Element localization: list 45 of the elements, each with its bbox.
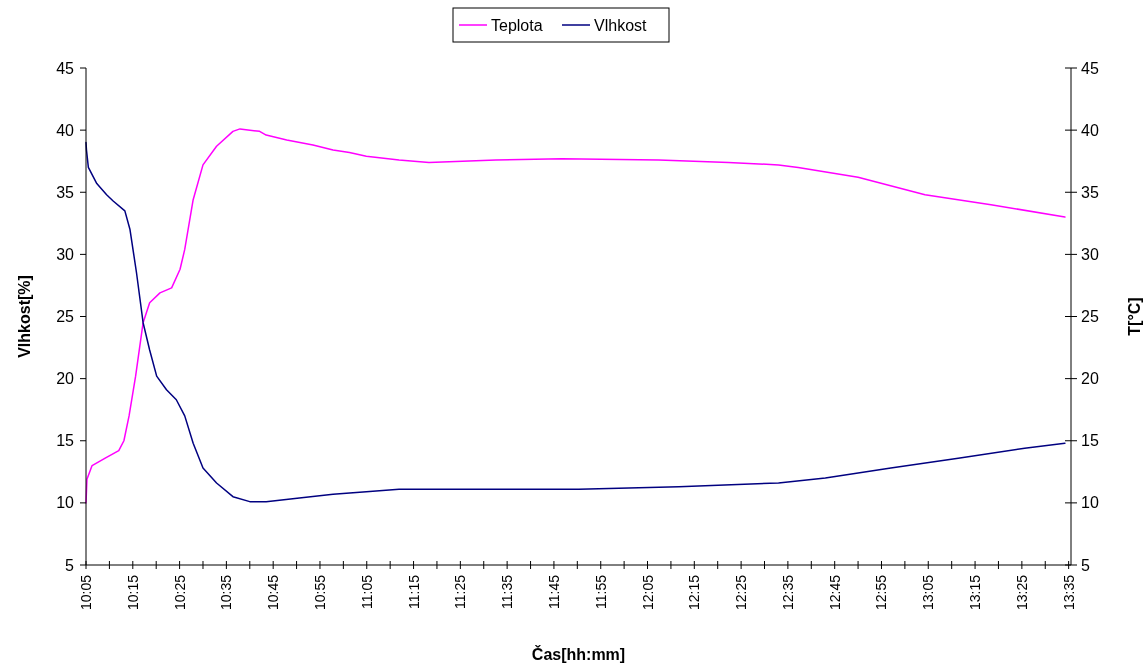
x-tick-label: 13:35 <box>1060 574 1077 611</box>
x-axis-title: Čas[hh:mm] <box>531 645 626 663</box>
y-tick-label: 35 <box>56 183 75 201</box>
y-tick-label: 30 <box>56 245 75 263</box>
x-tick-label: 13:05 <box>920 574 937 611</box>
y-tick-label: 10 <box>56 494 75 512</box>
y2-tick-label: 45 <box>1081 59 1099 77</box>
x-tick-label: 12:35 <box>779 574 796 611</box>
x-tick-label: 12:15 <box>686 574 703 611</box>
x-tick-label: 10:15 <box>124 574 141 611</box>
x-tick-label: 10:45 <box>265 574 282 611</box>
y-tick-label: 45 <box>56 59 75 77</box>
x-tick-label: 12:05 <box>639 574 656 611</box>
y-tick-label: 20 <box>56 370 75 388</box>
x-tick-label: 11:15 <box>405 574 422 609</box>
x-tick-label: 10:25 <box>171 574 188 611</box>
x-tick-label: 11:45 <box>545 574 562 609</box>
y2-tick-label: 35 <box>1081 183 1099 201</box>
y2-tick-label: 25 <box>1081 308 1099 326</box>
y-tick-label: 40 <box>56 121 75 139</box>
legend-label: Vlhkost <box>594 16 648 34</box>
x-tick-label: 11:25 <box>452 574 469 609</box>
legend-label: Teplota <box>491 16 543 34</box>
x-tick-label: 10:55 <box>311 574 328 611</box>
y2-tick-label: 40 <box>1081 121 1099 139</box>
y-tick-label: 15 <box>56 432 75 450</box>
x-tick-label: 11:55 <box>592 574 609 609</box>
x-tick-label: 11:35 <box>499 574 516 609</box>
x-tick-label: 13:25 <box>1013 574 1030 611</box>
x-tick-label: 12:55 <box>873 574 890 611</box>
y-axis-title: Vlhkost[%] <box>16 275 33 358</box>
y2-axis-title: T[°C] <box>1126 297 1143 336</box>
y2-tick-label: 15 <box>1081 432 1099 450</box>
x-tick-label: 11:05 <box>358 574 375 609</box>
y2-tick-label: 10 <box>1081 494 1099 512</box>
y2-tick-label: 30 <box>1081 245 1099 263</box>
x-tick-label: 10:05 <box>78 574 94 611</box>
x-tick-label: 12:25 <box>733 574 750 611</box>
x-tick-label: 12:45 <box>826 574 843 611</box>
y-tick-label: 5 <box>65 556 75 574</box>
x-tick-label: 13:15 <box>967 574 984 611</box>
x-tick-label: 10:35 <box>218 574 235 611</box>
y2-tick-label: 20 <box>1081 370 1099 388</box>
y2-tick-label: 5 <box>1081 556 1090 574</box>
y-tick-label: 25 <box>56 308 75 326</box>
